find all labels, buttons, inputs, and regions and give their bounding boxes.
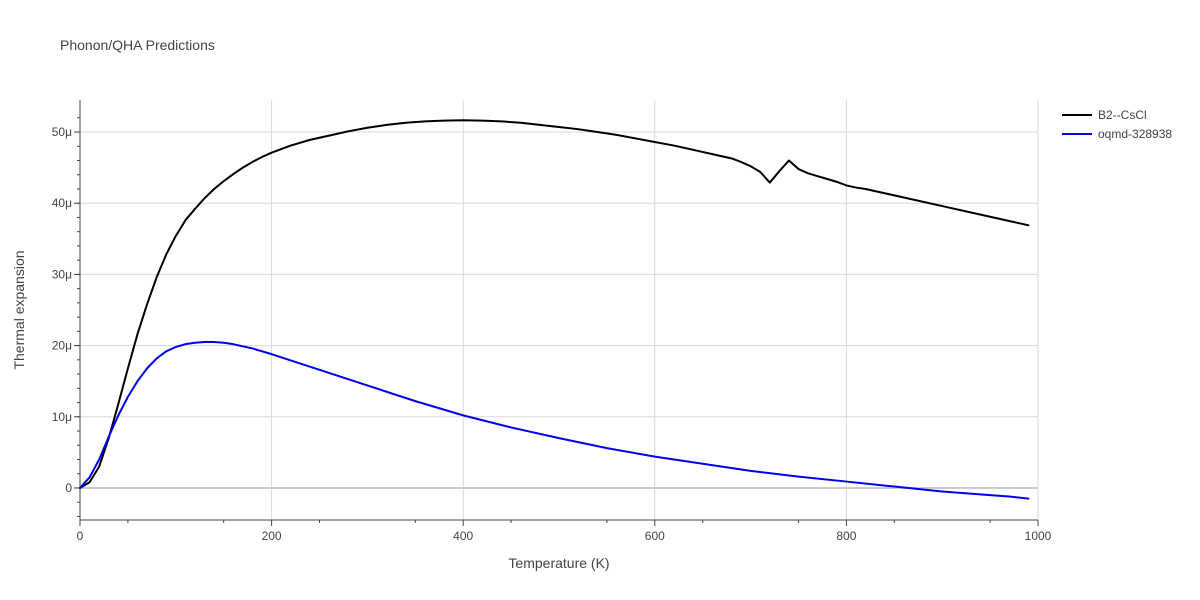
x-axis-title: Temperature (K) (508, 555, 609, 571)
x-tick-label: 1000 (1025, 529, 1052, 543)
legend-label: B2--CsCl (1098, 108, 1147, 122)
y-tick-label: 50μ (52, 125, 72, 139)
legend: B2--CsCl oqmd-328938 (1062, 108, 1172, 141)
series-line-1 (79, 119, 1030, 489)
series-line-2 (79, 341, 1030, 500)
y-tick-label: 40μ (52, 196, 72, 210)
grid-layer (80, 100, 1039, 520)
y-tick-label: 30μ (52, 267, 72, 281)
y-tick-label: 0 (65, 481, 72, 495)
y-tick-label: 20μ (52, 339, 72, 353)
chart-title: Phonon/QHA Predictions (60, 37, 215, 53)
x-tick-label: 200 (262, 529, 282, 543)
x-tick-label: 600 (645, 529, 665, 543)
x-tick-label: 0 (77, 529, 84, 543)
axis-layer: 0 200 400 600 800 1000 0 10μ 20μ 30μ 40μ 50μ (52, 100, 1052, 543)
y-tick-label: 10μ (52, 410, 72, 424)
series-layer (79, 119, 1030, 500)
legend-label: oqmd-328938 (1098, 127, 1172, 141)
x-tick-label: 400 (453, 529, 473, 543)
y-axis-title: Thermal expansion (11, 250, 27, 369)
x-tick-label: 800 (836, 529, 856, 543)
